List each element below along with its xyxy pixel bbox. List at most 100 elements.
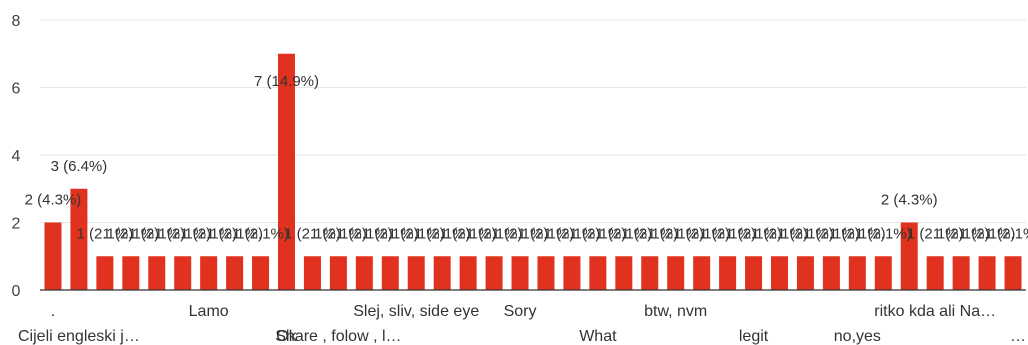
- bar: [485, 256, 503, 290]
- data-label: 1 (2.1%): [959, 225, 1016, 242]
- data-label: 1 (2.1%): [829, 225, 886, 242]
- category-label: What: [579, 328, 617, 345]
- bar: [771, 256, 788, 290]
- bar: [796, 256, 814, 290]
- bar: [226, 256, 244, 290]
- data-label: 1 (2.1%): [544, 225, 601, 242]
- data-label: 1 (2.1%): [985, 225, 1028, 242]
- bar: [70, 188, 88, 290]
- gridlines: [40, 19, 1026, 223]
- bar: [952, 256, 970, 290]
- y-tick-label: 0: [12, 283, 21, 300]
- bar: [381, 256, 399, 290]
- bar: [122, 256, 140, 290]
- data-label: 1 (2.1%): [673, 225, 730, 242]
- data-label: 1 (2.1%): [77, 225, 134, 242]
- bar: [1004, 256, 1022, 290]
- data-label: 1 (2.1%): [102, 225, 159, 242]
- y-tick-label: 4: [12, 148, 21, 165]
- category-label: Lamo: [189, 303, 229, 320]
- data-label: 1 (2.1%): [284, 225, 341, 242]
- bar: [537, 256, 555, 290]
- y-axis-ticks: 0 2 4 6 8: [12, 13, 21, 300]
- data-label: 1 (2.1%): [492, 225, 549, 242]
- bar: [329, 256, 347, 290]
- data-label: 1 (2.1%): [232, 225, 289, 242]
- category-label: …: [1010, 328, 1026, 345]
- category-label: Ok: [276, 328, 297, 345]
- data-label: 1 (2.1%): [621, 225, 678, 242]
- data-label: 1 (2.1%): [466, 225, 523, 242]
- data-label: 1 (2.1%): [595, 225, 652, 242]
- bar: [278, 53, 295, 290]
- data-label: 1 (2.1%): [699, 225, 756, 242]
- bar: [433, 256, 451, 290]
- data-label: 1 (2.1%): [647, 225, 704, 242]
- y-tick-label: 6: [12, 81, 21, 98]
- bar: [719, 256, 737, 290]
- category-label: Cijeli engleski j…: [18, 328, 140, 345]
- y-tick-label: 8: [12, 13, 21, 30]
- data-label: 1 (2.1%): [310, 225, 367, 242]
- bar: [407, 256, 425, 290]
- bar: [174, 256, 192, 290]
- bar: [589, 256, 607, 290]
- data-label: 1 (2.1%): [855, 225, 912, 242]
- bar: [693, 256, 711, 290]
- bar: [848, 256, 866, 290]
- data-label: 2 (4.3%): [881, 192, 938, 209]
- bar: [874, 256, 892, 290]
- data-label: 1 (2.1%): [414, 225, 471, 242]
- category-label: .: [51, 303, 55, 320]
- data-labels: 2 (4.3%)3 (6.4%)1 (2.1%)1 (2.1%)1 (2.1%)…: [25, 73, 1028, 243]
- data-label: 1 (2.1%): [907, 225, 964, 242]
- category-label: Sory: [504, 303, 537, 320]
- bar: [459, 256, 477, 290]
- bar: [96, 256, 114, 290]
- data-label: 1 (2.1%): [570, 225, 627, 242]
- data-label: 1 (2.1%): [180, 225, 237, 242]
- data-label: 1 (2.1%): [440, 225, 497, 242]
- category-label: Share , folow , l…: [275, 328, 401, 345]
- bar: [200, 256, 218, 290]
- bar: [44, 222, 62, 290]
- bar: [745, 256, 763, 290]
- bar: [355, 256, 373, 290]
- bar: [900, 222, 918, 290]
- bar: [148, 256, 166, 290]
- category-label: no,yes: [834, 328, 881, 345]
- bar: [667, 256, 685, 290]
- data-label: 1 (2.1%): [777, 225, 834, 242]
- category-label: btw, nvm: [644, 303, 707, 320]
- category-label: Slej, sliv, side eye: [353, 303, 479, 320]
- bar: [303, 256, 321, 290]
- data-label: 1 (2.1%): [128, 225, 185, 242]
- data-label: 1 (2.1%): [725, 225, 782, 242]
- bar: [511, 256, 529, 290]
- data-label: 1 (2.1%): [388, 225, 445, 242]
- bar: [563, 256, 581, 290]
- bar: [822, 256, 840, 290]
- category-label: legit: [739, 328, 769, 345]
- bar: [615, 256, 633, 290]
- data-label: 1 (2.1%): [803, 225, 860, 242]
- data-label: 1 (2.1%): [336, 225, 393, 242]
- data-label: 1 (2.1%): [154, 225, 211, 242]
- data-label: 1 (2.1%): [751, 225, 808, 242]
- data-label: 1 (2.1%): [518, 225, 575, 242]
- bar: [978, 256, 996, 290]
- bar: [641, 256, 659, 290]
- data-label: 1 (2.1%): [362, 225, 419, 242]
- bars: [44, 53, 1022, 290]
- bar: [252, 256, 270, 290]
- data-label: 3 (6.4%): [51, 158, 108, 175]
- data-label: 7 (14.9%): [254, 73, 319, 90]
- data-label: 1 (2.1%): [206, 225, 263, 242]
- data-label: 2 (4.3%): [25, 192, 82, 209]
- bar: [926, 256, 944, 290]
- data-label: 1 (2.1%): [933, 225, 990, 242]
- y-tick-label: 2: [12, 216, 21, 233]
- category-label: ritko kda ali Na…: [874, 303, 996, 320]
